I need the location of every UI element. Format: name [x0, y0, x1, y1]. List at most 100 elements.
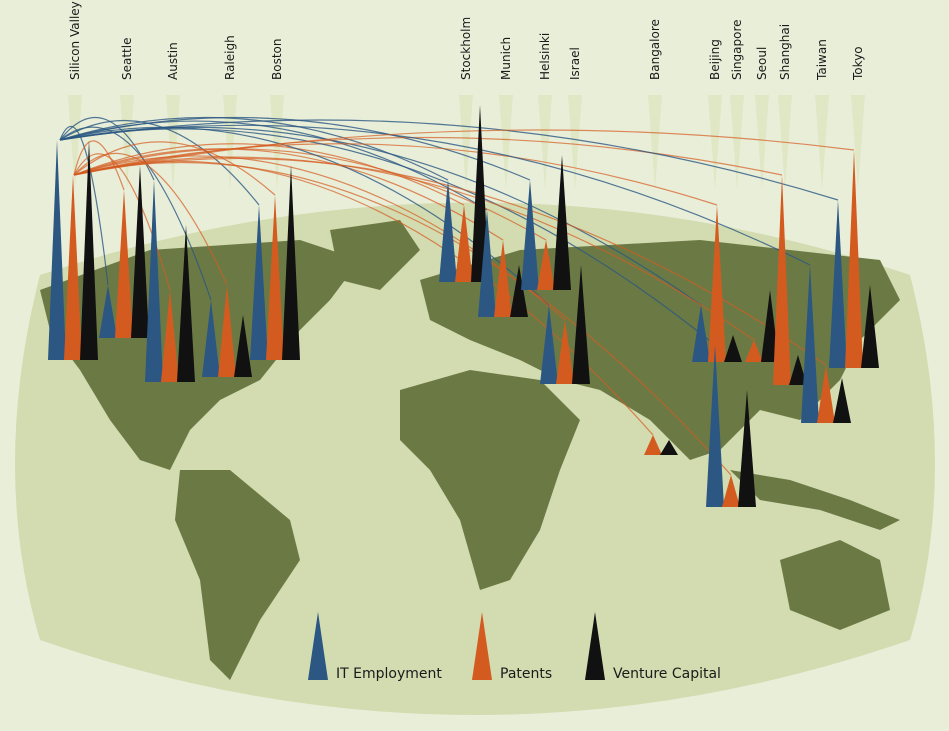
city-label: Singapore — [730, 19, 744, 80]
spike — [738, 390, 756, 507]
label-beam — [708, 95, 722, 190]
label-beam — [755, 95, 769, 190]
city-label: Austin — [166, 42, 180, 80]
legend-swatch — [472, 612, 492, 680]
spike — [131, 165, 149, 338]
arc — [73, 140, 125, 191]
label-beams — [68, 95, 865, 190]
label-beam — [648, 95, 662, 190]
arc — [59, 128, 716, 346]
spike — [537, 240, 555, 290]
arc — [73, 148, 504, 241]
city-label: Shanghai — [778, 24, 792, 80]
spike — [745, 340, 763, 362]
city-label: Boston — [270, 39, 284, 80]
spike — [494, 240, 512, 317]
city-label: Stockholm — [459, 17, 473, 80]
legend-label: IT Employment — [336, 666, 442, 682]
legend-label: Venture Capital — [613, 666, 721, 682]
spike — [833, 378, 851, 423]
connection-arcs — [59, 116, 855, 476]
spikes — [48, 105, 879, 507]
city-label: Bangalore — [648, 19, 662, 80]
arc — [59, 124, 811, 266]
arc — [73, 152, 228, 286]
spike — [817, 365, 835, 423]
city-label: Taiwan — [815, 39, 829, 81]
city-label: Silicon Valley — [68, 1, 82, 80]
spike — [161, 290, 179, 382]
spike — [789, 355, 807, 385]
spike — [145, 180, 163, 382]
spike — [761, 290, 779, 362]
legend-swatch — [308, 612, 328, 680]
label-beam — [499, 95, 513, 190]
spike — [455, 205, 473, 282]
spike — [218, 285, 236, 377]
spike — [644, 435, 662, 455]
spike — [202, 300, 220, 377]
city-label: Raleigh — [223, 35, 237, 80]
arc — [73, 136, 783, 176]
spike — [250, 205, 268, 360]
city-label: Helsinki — [538, 33, 552, 80]
label-beam — [459, 95, 473, 190]
arc — [59, 119, 839, 201]
label-beam — [538, 95, 552, 190]
legend-label: Patents — [500, 666, 552, 682]
spike — [708, 205, 726, 362]
arc — [73, 143, 718, 206]
city-label: Seattle — [120, 38, 134, 80]
city-label: Munich — [499, 37, 513, 80]
spike — [829, 200, 847, 368]
spike — [724, 335, 742, 362]
spike — [572, 265, 590, 384]
spike — [471, 105, 489, 282]
label-beam — [730, 95, 744, 190]
spike — [478, 210, 496, 317]
spike — [99, 285, 117, 338]
arc — [73, 141, 276, 196]
spike — [48, 140, 66, 360]
legend: IT Employment Patents Venture Capital — [308, 612, 721, 682]
city-label: Tokyo — [851, 46, 865, 81]
city-label: Seoul — [755, 47, 769, 80]
spike — [773, 175, 791, 385]
spike — [692, 305, 710, 362]
spike — [266, 195, 284, 360]
spike — [521, 180, 539, 290]
arc — [73, 155, 566, 321]
spike — [845, 150, 863, 368]
spike — [556, 320, 574, 384]
spike — [282, 165, 300, 360]
label-beam — [815, 95, 829, 190]
arc — [73, 129, 855, 176]
arc — [59, 119, 260, 206]
legend-swatch — [585, 612, 605, 680]
label-beam — [223, 95, 237, 190]
label-beam — [851, 95, 865, 190]
arc — [59, 125, 109, 286]
spike — [722, 475, 740, 507]
spike — [706, 345, 724, 507]
spike — [115, 190, 133, 338]
city-labels: Silicon Valley Seattle Austin Raleigh Boston… — [68, 1, 865, 81]
spike — [861, 285, 879, 368]
spike — [80, 140, 98, 360]
spike — [801, 265, 819, 423]
spike — [553, 155, 571, 290]
arc — [73, 156, 755, 341]
arc — [59, 116, 449, 181]
spike — [540, 305, 558, 384]
city-label: Beijing — [708, 39, 722, 80]
spike — [177, 225, 195, 382]
spike — [439, 180, 457, 282]
label-beam — [568, 95, 582, 190]
spike — [510, 265, 528, 317]
arc — [73, 143, 465, 206]
spike — [660, 440, 678, 455]
city-label: Israel — [568, 47, 582, 80]
label-beam — [68, 95, 82, 190]
arc — [73, 161, 732, 476]
